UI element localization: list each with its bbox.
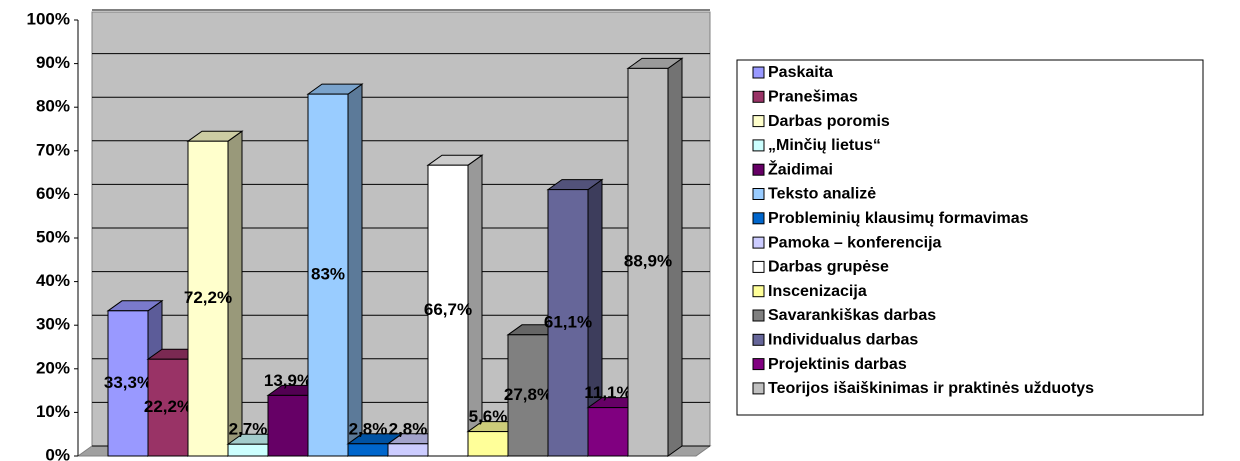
bar: [347, 443, 389, 457]
legend-label: Darbas grupėse: [768, 259, 889, 276]
bar: [307, 93, 349, 457]
legend-label: Individualus darbas: [768, 332, 918, 349]
data-label: 61,1%: [544, 312, 592, 331]
y-tick-label: 10%: [36, 402, 70, 421]
y-tick-label: 80%: [36, 97, 70, 116]
data-label: 22,2%: [144, 397, 192, 416]
legend-swatch: [752, 358, 765, 371]
y-tick-label: 30%: [36, 315, 70, 334]
y-tick-label: 0%: [45, 445, 70, 461]
legend-swatch: [752, 66, 765, 79]
bar: [187, 140, 229, 457]
legend-swatch: [752, 236, 765, 249]
legend-label: Savarankiškas darbas: [768, 307, 936, 324]
y-tick-label: 100%: [27, 9, 70, 28]
legend-swatch: [752, 382, 765, 395]
legend-swatch: [752, 90, 765, 103]
data-label: 2,7%: [229, 420, 268, 439]
bar: [387, 443, 429, 457]
legend-swatch: [752, 260, 765, 273]
data-label: 66,7%: [424, 300, 472, 319]
bar: [427, 164, 469, 457]
legend-label: Inscenizacija: [768, 283, 867, 300]
data-label: 88,9%: [624, 252, 672, 271]
bar: [627, 67, 669, 457]
legend-label: Teksto analizė: [768, 186, 876, 203]
y-tick-label: 60%: [36, 184, 70, 203]
y-tick-label: 90%: [36, 53, 70, 72]
bar: [107, 310, 149, 457]
data-label: 72,2%: [184, 288, 232, 307]
data-label: 13,9%: [264, 371, 312, 390]
legend-label: Darbas poromis: [768, 113, 890, 130]
legend-swatch: [752, 309, 765, 322]
legend-label: Projektinis darbas: [768, 356, 907, 373]
data-label: 11,1%: [584, 383, 631, 402]
data-label: 5,6%: [469, 407, 508, 426]
y-tick-label: 40%: [36, 271, 70, 290]
legend-swatch: [752, 115, 765, 128]
y-tick-label: 70%: [36, 140, 70, 159]
bar: [227, 443, 269, 457]
legend-label: Paskaita: [768, 64, 833, 81]
bar: [147, 358, 189, 457]
legend-label: Žaidimai: [768, 159, 833, 178]
legend-swatch: [752, 139, 765, 152]
bar-side: [347, 83, 363, 457]
bar: [467, 431, 509, 457]
data-label: 2,8%: [389, 419, 428, 438]
data-label: 83%: [311, 265, 345, 284]
legend-label: Pamoka – konferencija: [768, 234, 942, 251]
legend-label: Teorijos išaiškinimas ir praktinės užduo…: [768, 380, 1094, 397]
bar: [547, 189, 589, 457]
legend-swatch: [752, 285, 765, 298]
legend-swatch: [752, 188, 765, 200]
legend-swatch: [752, 333, 765, 346]
legend-label: Probleminių klausimų formavimas: [768, 210, 1029, 227]
y-tick-label: 20%: [36, 358, 70, 377]
legend: [736, 59, 1204, 416]
bar: [267, 394, 309, 457]
data-label: 33,3%: [104, 373, 152, 392]
y-tick-label: 50%: [36, 227, 70, 246]
legend-swatch: [752, 212, 765, 225]
data-label: 27,8%: [504, 385, 552, 404]
legend-swatch: [752, 163, 765, 176]
bar: [587, 407, 629, 457]
legend-label: „Minčių lietus“: [768, 137, 881, 154]
legend-label: Pranešimas: [768, 89, 858, 106]
data-label: 2,8%: [349, 419, 388, 438]
